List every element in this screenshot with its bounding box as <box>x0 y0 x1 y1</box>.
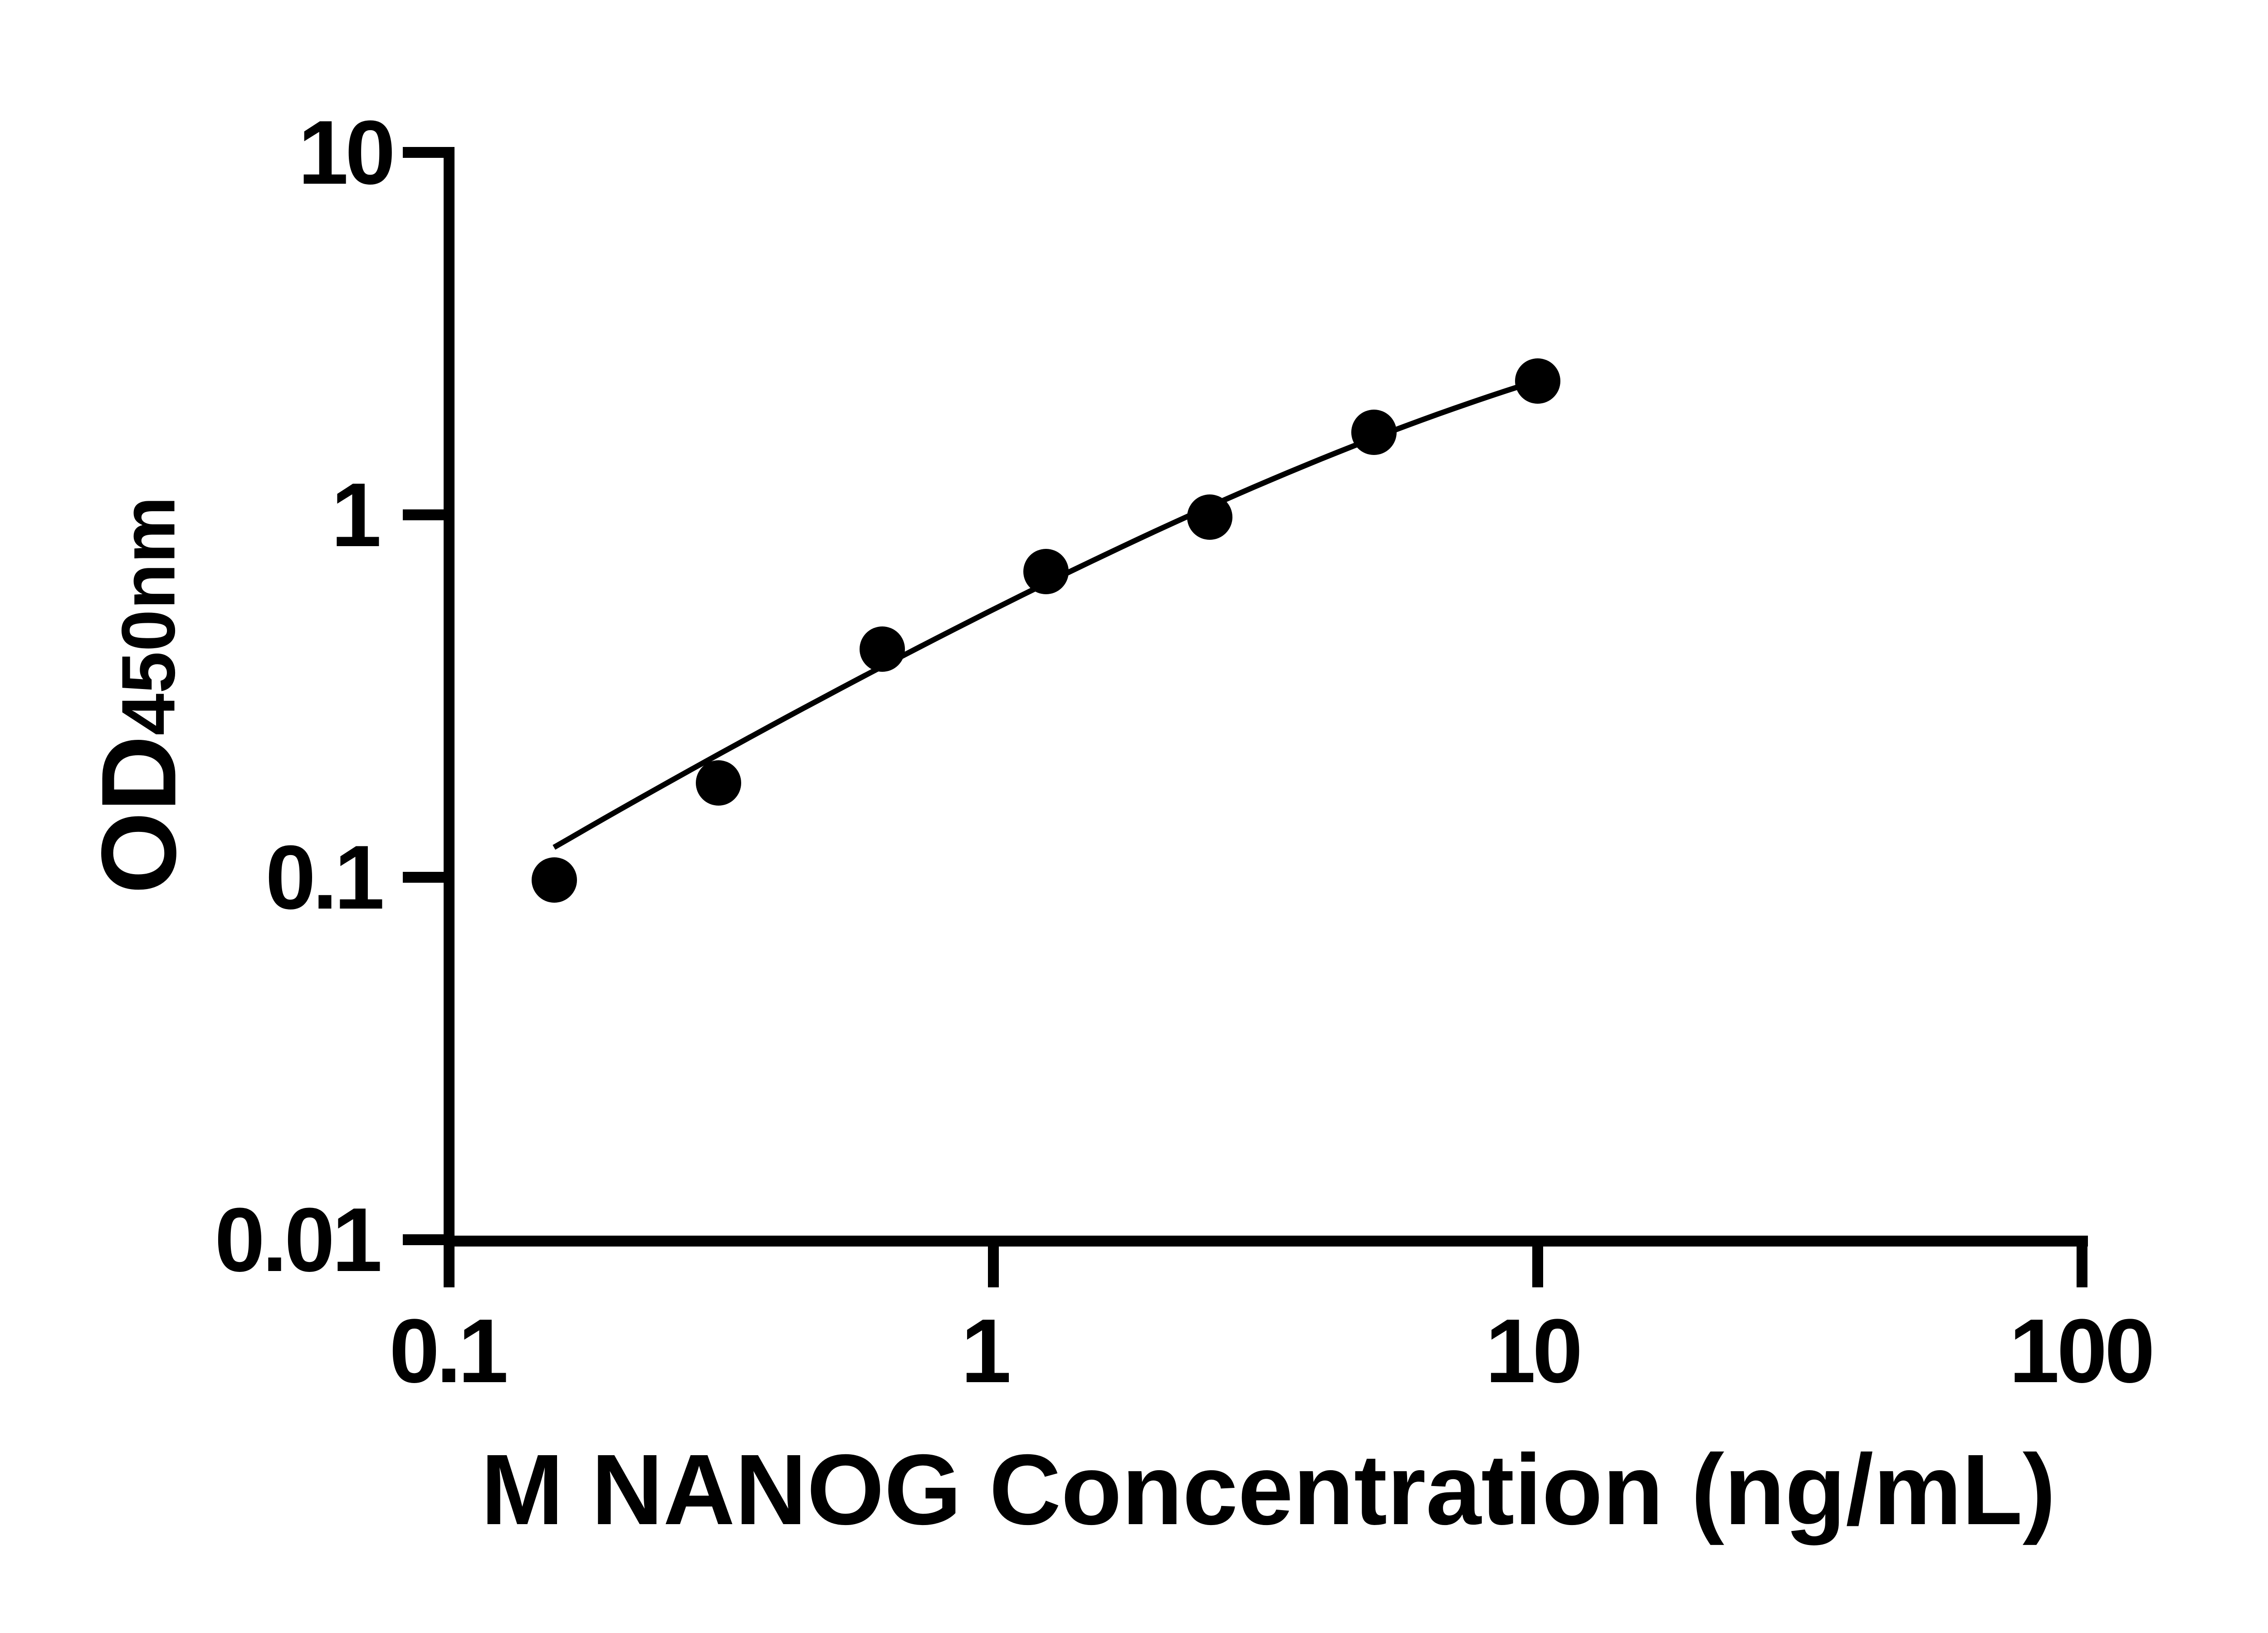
svg-text:M NANOG Concentration (ng/mL): M NANOG Concentration (ng/mL) <box>481 1433 2056 1545</box>
svg-text:0.1: 0.1 <box>389 1301 508 1402</box>
svg-text:1: 1 <box>331 464 381 566</box>
svg-text:100: 100 <box>2009 1301 2155 1402</box>
svg-text:10: 10 <box>1486 1301 1583 1402</box>
svg-text:10: 10 <box>298 102 396 203</box>
svg-text:OD450nm: OD450nm <box>79 496 198 894</box>
svg-text:0.1: 0.1 <box>265 827 385 928</box>
svg-text:1: 1 <box>961 1301 1011 1402</box>
svg-text:0.01: 0.01 <box>215 1189 382 1291</box>
